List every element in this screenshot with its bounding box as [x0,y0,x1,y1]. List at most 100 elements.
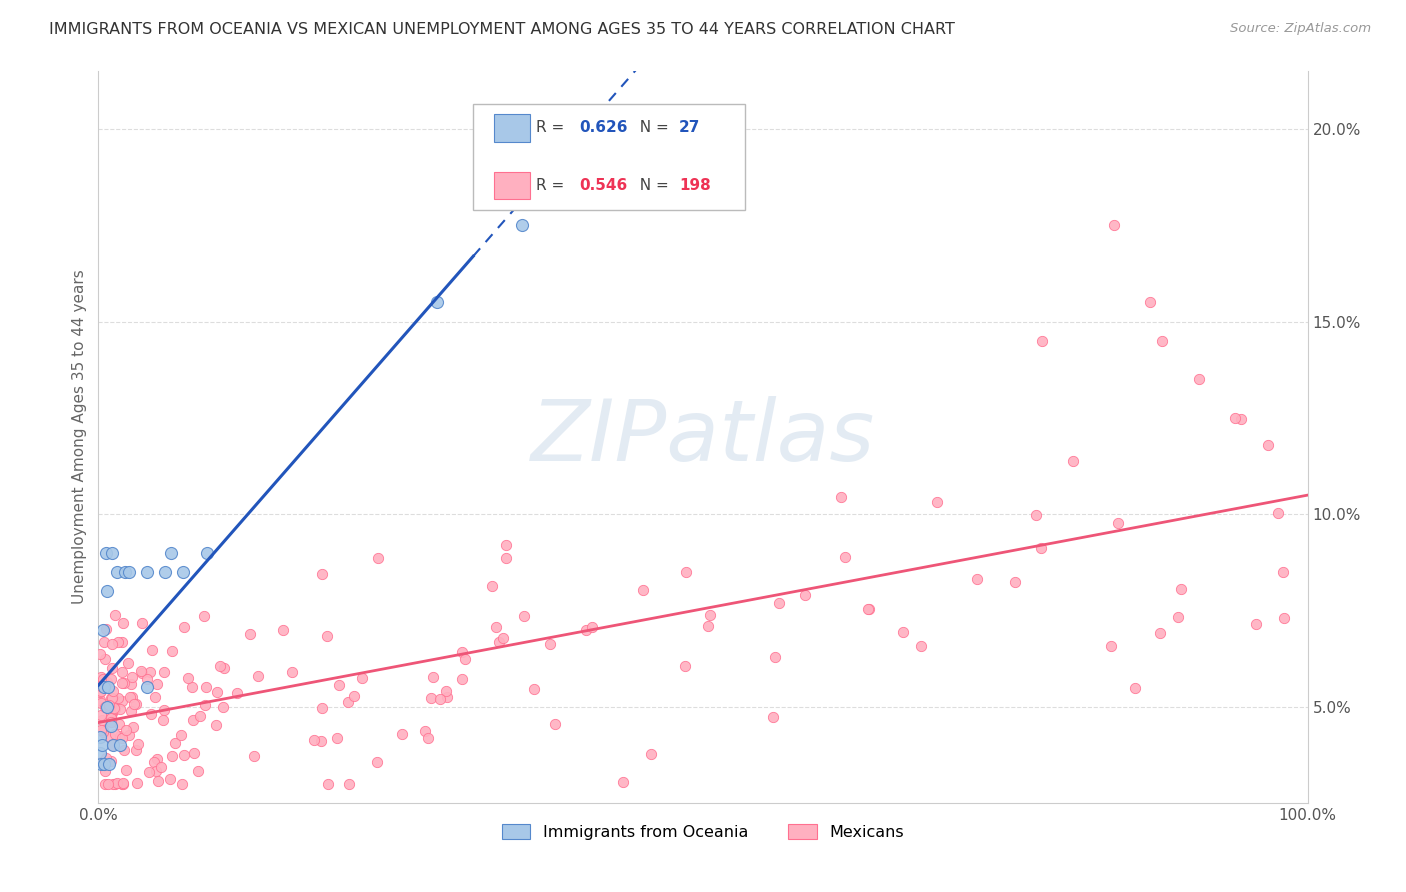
Point [115,763,138,777]
Point [581,620,603,634]
Point [93,725,115,739]
Point [91,713,114,727]
Point [121,690,143,704]
Point [162,748,184,763]
Point [146,774,169,789]
Point [131,616,153,631]
Point [145,677,167,691]
Legend: Immigrants from Oceania, Mexicans: Immigrants from Oceania, Mexicans [495,817,911,846]
Point [108,716,131,731]
Point [1107,516,1129,530]
Point [104,702,127,716]
FancyBboxPatch shape [474,104,745,211]
Point [763,649,786,664]
Point [177,671,200,685]
Text: R =: R = [536,178,569,193]
Point [153,703,176,717]
Point [107,634,129,648]
Point [830,491,852,505]
Text: Source: ZipAtlas.com: Source: ZipAtlas.com [1230,22,1371,36]
Point [93,700,115,714]
Point [159,772,181,786]
Text: 0.626: 0.626 [579,120,628,136]
Point [104,776,127,790]
Point [343,689,366,703]
Point [311,566,333,581]
Point [101,683,124,698]
Point [118,565,141,579]
Point [105,776,128,790]
Point [101,637,124,651]
Point [858,601,880,615]
Point [391,727,413,741]
Point [212,700,235,714]
Point [1272,611,1295,625]
Point [89,685,111,699]
Point [207,684,229,698]
Point [94,545,117,559]
Point [271,624,294,638]
Point [856,601,879,615]
Point [103,737,125,751]
FancyBboxPatch shape [494,171,530,200]
Point [696,619,718,633]
Point [105,565,128,579]
Point [139,665,162,680]
Point [89,647,111,661]
Point [214,661,236,675]
Point [631,582,654,597]
Point [108,738,131,752]
Point [93,757,115,772]
Point [243,749,266,764]
Point [574,624,596,638]
Point [1170,582,1192,596]
Point [97,776,120,790]
Point [142,755,165,769]
Point [125,697,148,711]
Point [94,776,117,790]
Point [90,674,112,689]
Point [101,691,124,706]
Point [101,694,124,708]
Point [112,776,135,790]
Point [100,691,122,706]
Text: N =: N = [630,120,673,136]
Point [111,676,134,690]
Point [927,495,949,509]
Point [98,699,121,714]
Point [165,736,187,750]
Point [127,738,149,752]
Point [110,731,132,745]
Point [1244,617,1267,632]
Point [90,755,112,769]
Point [91,738,114,752]
Point [834,550,856,565]
Point [138,764,160,779]
Text: N =: N = [630,178,673,193]
Point [115,723,138,737]
Point [181,713,204,727]
Point [208,659,231,673]
Point [1167,610,1189,624]
Text: ZIPatlas: ZIPatlas [531,395,875,479]
Point [97,681,120,695]
Point [111,634,134,648]
Point [90,723,112,738]
Point [118,728,141,742]
Point [124,698,146,712]
Point [673,658,696,673]
Point [181,680,204,694]
Point [94,652,117,666]
Point [90,757,112,772]
Point [101,738,124,752]
Point [139,707,162,722]
Point [111,776,134,790]
Point [1257,438,1279,452]
Text: 198: 198 [679,178,710,193]
Point [100,711,122,725]
Point [152,713,174,727]
Point [170,728,193,742]
Point [127,776,149,790]
Point [112,776,135,790]
Point [418,731,440,746]
